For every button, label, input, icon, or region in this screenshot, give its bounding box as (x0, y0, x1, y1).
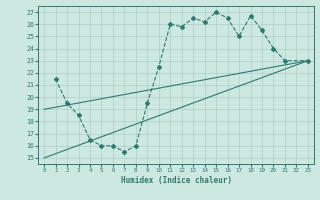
X-axis label: Humidex (Indice chaleur): Humidex (Indice chaleur) (121, 176, 231, 185)
